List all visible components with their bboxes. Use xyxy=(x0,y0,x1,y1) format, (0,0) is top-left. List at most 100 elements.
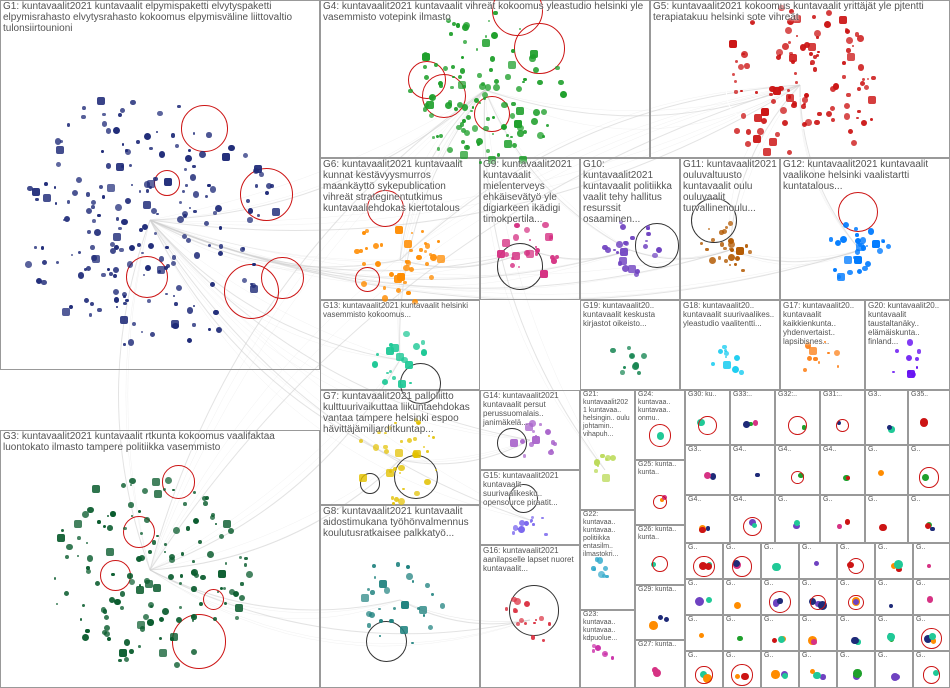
group-label: G27: kunta.. xyxy=(638,641,682,649)
group-panel-g11: G11: kuntavaalit2021 ouluvaltuusto kunta… xyxy=(680,158,780,300)
group-label: G23: kuntavaa.. kuntavaa.. kdpuolue... xyxy=(583,611,632,643)
group-panel-g35: G35.. xyxy=(908,390,950,445)
group-panel-g12: G12: kuntavaalit2021 kuntavaalit vaaliko… xyxy=(780,158,950,300)
group-label: G26: kunta.. kunta.. xyxy=(638,526,682,542)
group-panel-g18: G18: kuntavaalit20.. kuntavaalit suuriva… xyxy=(680,300,780,390)
group-panel-r4: G.. xyxy=(799,543,837,579)
group-label: G.. xyxy=(911,446,947,454)
group-panel-g29: G29: kunta.. xyxy=(635,585,685,640)
group-label: G.. xyxy=(916,580,947,588)
group-panel-g38: G4.. xyxy=(775,445,820,495)
group-panel-t5: G.. xyxy=(837,615,875,651)
group-label: G16: kuntavaalit2021 aanilapselle lapset… xyxy=(483,546,577,573)
group-label: G.. xyxy=(726,544,758,552)
group-label: G30: ku.. xyxy=(688,391,727,399)
group-label: G13: kuntavaalit2021 kuntavaalit helsink… xyxy=(323,301,477,319)
group-panel-g42: G4.. xyxy=(685,495,730,543)
group-panel-g24: G24: kuntavaa.. kuntavaa.. onmu.. xyxy=(635,390,685,460)
group-label: G.. xyxy=(688,580,720,588)
group-label: G.. xyxy=(823,496,862,504)
group-label: G.. xyxy=(688,616,720,624)
group-panel-u6: G.. xyxy=(875,651,913,688)
group-panel-t2: G.. xyxy=(723,615,761,651)
group-panel-g45: G.. xyxy=(820,495,865,543)
group-panel-s1: G.. xyxy=(685,579,723,615)
group-panel-r2: G.. xyxy=(723,543,761,579)
group-label: G.. xyxy=(688,544,720,552)
group-panel-g43: G4.. xyxy=(730,495,775,543)
group-panel-t7: G.. xyxy=(913,615,950,651)
group-label: G1: kuntavaalit2021 kuntavaalit elpymisp… xyxy=(3,1,317,34)
group-label: G.. xyxy=(688,652,720,660)
group-panel-g46: G.. xyxy=(865,495,908,543)
group-label: G.. xyxy=(802,580,834,588)
group-panel-r5: G.. xyxy=(837,543,875,579)
group-panel-g13: G13: kuntavaalit2021 kuntavaalit helsink… xyxy=(320,300,480,390)
group-label: G4.. xyxy=(688,496,727,504)
group-label: G19: kuntavaalit20.. kuntavaalit keskust… xyxy=(583,301,677,328)
group-panel-g47: G.. xyxy=(908,495,950,543)
group-label: G31:.. xyxy=(823,391,862,399)
group-label: G14: kuntavaalit2021 kuntavaalit persut … xyxy=(483,391,577,427)
group-panel-g14: G14: kuntavaalit2021 kuntavaalit persut … xyxy=(480,390,580,470)
group-label: G.. xyxy=(878,544,910,552)
group-panel-s6: G.. xyxy=(875,579,913,615)
group-label: G.. xyxy=(878,652,910,660)
group-panel-g37: G4.. xyxy=(730,445,775,495)
group-label: G22: kuntavaa.. kuntavaa.. politiikka en… xyxy=(583,511,632,559)
group-label: G.. xyxy=(840,580,872,588)
group-panel-g36: G3.. xyxy=(685,445,730,495)
group-label: G3: kuntavaalit2021 kuntavaalit rtkunta … xyxy=(3,431,317,453)
group-panel-u7: G.. xyxy=(913,651,950,688)
group-panel-r1: G.. xyxy=(685,543,723,579)
group-panel-g23: G23: kuntavaa.. kuntavaa.. kdpuolue... xyxy=(580,610,635,688)
group-label: G.. xyxy=(916,544,947,552)
group-panel-g3: G3: kuntavaalit2021 kuntavaalit rtkunta … xyxy=(0,430,320,688)
group-label: G7: kuntavaalit2021 palloliitto kulttuur… xyxy=(323,391,477,435)
group-label: G.. xyxy=(726,616,758,624)
group-panel-g39: G4.. xyxy=(820,445,865,495)
group-label: G6: kuntavaalit2021 kuntavaalit kunnat k… xyxy=(323,159,477,214)
group-panel-g34: G3.. xyxy=(865,390,908,445)
group-label: G8: kuntavaalit2021 kuntavaalit aidostim… xyxy=(323,506,477,539)
group-panel-t4: G.. xyxy=(799,615,837,651)
group-panel-g27: G27: kunta.. xyxy=(635,640,685,688)
group-label: G.. xyxy=(840,544,872,552)
group-panel-g16: G16: kuntavaalit2021 aanilapselle lapset… xyxy=(480,545,580,688)
group-panel-s2: G.. xyxy=(723,579,761,615)
group-panel-g44: G.. xyxy=(775,495,820,543)
group-label: G.. xyxy=(916,652,947,660)
group-label: G4.. xyxy=(778,446,817,454)
group-label: G.. xyxy=(840,652,872,660)
group-label: G.. xyxy=(764,652,796,660)
group-panel-g30: G30: ku.. xyxy=(685,390,730,445)
group-panel-r7: G.. xyxy=(913,543,950,579)
group-label: G.. xyxy=(764,616,796,624)
group-label: G.. xyxy=(778,496,817,504)
group-panel-g19: G19: kuntavaalit20.. kuntavaalit keskust… xyxy=(580,300,680,390)
group-panel-g6: G6: kuntavaalit2021 kuntavaalit kunnat k… xyxy=(320,158,480,300)
group-panel-t3: G.. xyxy=(761,615,799,651)
group-panel-s5: G.. xyxy=(837,579,875,615)
group-label: G25: kunta.. kunta.. xyxy=(638,461,682,477)
group-panel-s4: G.. xyxy=(799,579,837,615)
group-label: G.. xyxy=(840,616,872,624)
group-label: G.. xyxy=(764,544,796,552)
group-label: G5: kuntavaalit2021 kokoomus kuntavaalit… xyxy=(653,1,947,23)
group-panel-g26: G26: kunta.. kunta.. xyxy=(635,525,685,585)
group-label: G.. xyxy=(878,580,910,588)
group-panel-g41: G.. xyxy=(908,445,950,495)
group-label: G4.. xyxy=(823,446,862,454)
group-label: G.. xyxy=(911,496,947,504)
group-panel-g31: G31:.. xyxy=(820,390,865,445)
group-label: G3.. xyxy=(868,391,905,399)
group-label: G21: kuntavaalit2021 kuntavaa.. helsingi… xyxy=(583,391,632,439)
group-panel-u3: G.. xyxy=(761,651,799,688)
group-panel-g1: G1: kuntavaalit2021 kuntavaalit elpymisp… xyxy=(0,0,320,370)
group-panel-g15: G15: kuntavaalit2021 kuntavaalit suuriva… xyxy=(480,470,580,545)
group-label: G18: kuntavaalit20.. kuntavaalit suuriva… xyxy=(683,301,777,328)
group-label: G9: kuntavaalit2021 kuntavaalit mielente… xyxy=(483,159,577,225)
group-label: G.. xyxy=(764,580,796,588)
group-panel-g40: G.. xyxy=(865,445,908,495)
group-panel-t6: G.. xyxy=(875,615,913,651)
